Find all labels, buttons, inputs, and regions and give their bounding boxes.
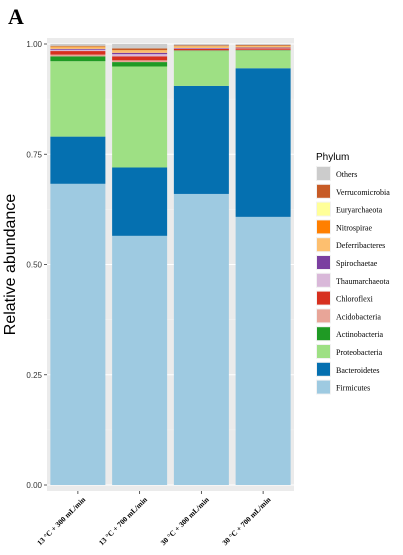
legend-label: Firmicutes (336, 384, 370, 393)
legend-label: Proteobacteria (336, 348, 383, 357)
bar-segment (236, 44, 291, 45)
legend-swatch (317, 363, 330, 376)
x-tick-label: 30 °C + 300 mL/min (159, 494, 212, 547)
bar-segment (50, 49, 105, 50)
y-tick-label: 0.00 (26, 481, 42, 490)
x-tick-label: 13 °C + 300 mL/min (35, 494, 88, 547)
legend-swatch (317, 327, 330, 340)
bar-segment (236, 217, 291, 485)
bar-segment (50, 55, 105, 57)
legend-label: Euryarchaeota (336, 206, 383, 215)
legend-swatch (317, 345, 330, 358)
bar-segment (112, 48, 167, 50)
x-tick-label: 13 °C + 700 mL/min (97, 494, 150, 547)
bar-segment (112, 44, 167, 48)
y-axis-label: Relative abundance (2, 194, 19, 336)
bar-segment (50, 46, 105, 47)
legend-swatch (317, 185, 330, 198)
bar-segment (112, 66, 167, 167)
legend-label: Verrucomicrobia (336, 188, 390, 197)
legend-swatch (317, 274, 330, 287)
legend-swatch (317, 381, 330, 394)
bar-segment (112, 62, 167, 66)
bar-segment (236, 47, 291, 48)
legend-swatch (317, 309, 330, 322)
legend-swatch (317, 292, 330, 305)
x-tick-label: 30 °C + 700 mL/min (220, 494, 273, 547)
legend-label: Bacteroidetes (336, 366, 380, 375)
bar-segment (112, 60, 167, 62)
legend-label: Acidobacteria (336, 312, 381, 321)
bar-segment (50, 56, 105, 61)
legend-label: Thaumarchaeota (336, 277, 390, 286)
bar-segment (50, 51, 105, 55)
legend-label: Spirochaetae (336, 259, 378, 268)
bar-segment (112, 56, 167, 60)
bar-segment (50, 44, 105, 46)
legend-swatch (317, 220, 330, 233)
y-tick-label: 0.75 (26, 150, 42, 159)
legend-label: Chloroflexi (336, 295, 374, 304)
bar-segment (50, 50, 105, 51)
bar-segment (174, 49, 229, 50)
bar-segment (174, 86, 229, 194)
legend-label: Actinobacteria (336, 330, 384, 339)
legend-label: Others (336, 170, 357, 179)
bar-segment (174, 47, 229, 48)
bar-segment (236, 51, 291, 69)
legend-label: Nitrospirae (336, 223, 372, 232)
bar-segment (174, 45, 229, 46)
y-tick-label: 0.25 (26, 371, 42, 380)
panel-label: A (8, 4, 24, 30)
bar-segment (112, 236, 167, 485)
legend-swatch (317, 238, 330, 251)
bar-segment (50, 184, 105, 485)
legend-swatch (317, 256, 330, 269)
bar-segment (174, 194, 229, 485)
bar-segment (236, 45, 291, 46)
bar-segment (112, 51, 167, 53)
legend-title: Phylum (316, 152, 349, 163)
bar-segment (50, 137, 105, 184)
legend-label: Deferribacteres (336, 241, 385, 250)
legend-swatch (317, 167, 330, 180)
bar-segment (112, 53, 167, 54)
bar-segment (236, 48, 291, 49)
y-tick-label: 0.50 (26, 261, 42, 270)
bar-segment (236, 68, 291, 217)
bar-segment (50, 61, 105, 136)
bar-segment (112, 54, 167, 56)
legend-swatch (317, 203, 330, 216)
bar-segment (174, 51, 229, 86)
bar-segment (112, 167, 167, 235)
bar-segment (50, 48, 105, 49)
y-tick-label: 1.00 (26, 40, 42, 49)
bar-segment (174, 44, 229, 45)
